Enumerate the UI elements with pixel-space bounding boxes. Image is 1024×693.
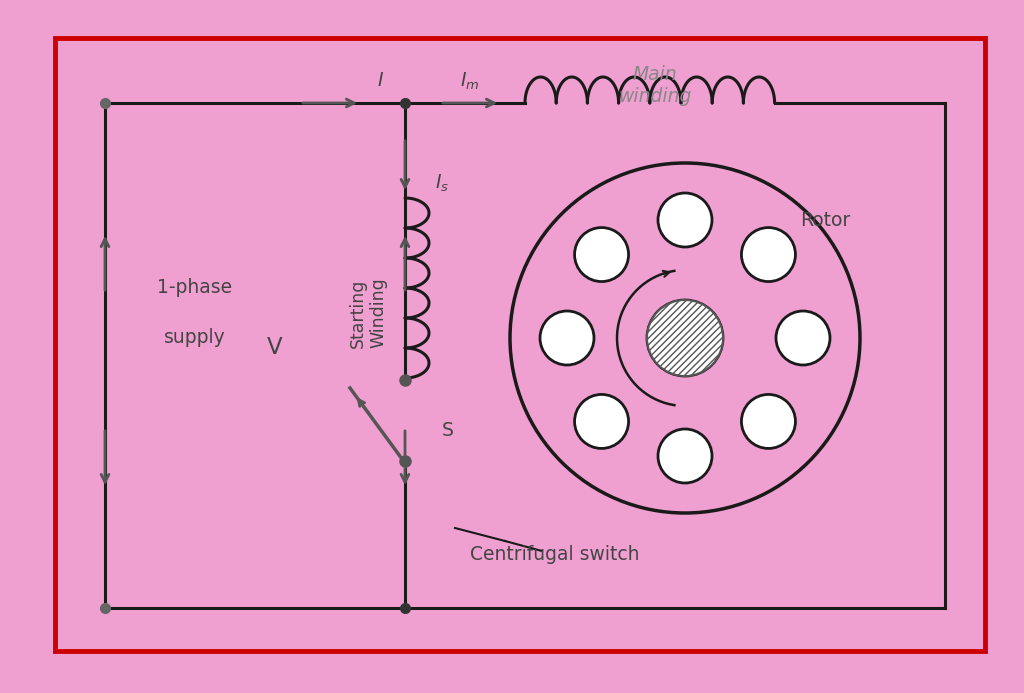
Text: supply: supply xyxy=(164,328,226,347)
Text: I: I xyxy=(377,71,383,91)
Text: $I_s$: $I_s$ xyxy=(435,173,450,193)
Circle shape xyxy=(510,163,860,513)
Circle shape xyxy=(574,394,629,448)
Circle shape xyxy=(540,311,594,365)
Circle shape xyxy=(776,311,830,365)
Circle shape xyxy=(741,394,796,448)
Text: Centrifugal switch: Centrifugal switch xyxy=(470,545,640,565)
Text: Winding: Winding xyxy=(369,278,387,349)
Circle shape xyxy=(658,193,712,247)
Circle shape xyxy=(647,300,723,376)
Text: Starting: Starting xyxy=(349,279,367,348)
Circle shape xyxy=(574,227,629,281)
Text: $I_m$: $I_m$ xyxy=(461,71,479,91)
Circle shape xyxy=(658,429,712,483)
Text: S: S xyxy=(442,421,454,441)
Circle shape xyxy=(647,300,723,376)
Circle shape xyxy=(741,227,796,281)
Bar xyxy=(55,38,985,651)
Text: V: V xyxy=(267,337,283,360)
Text: 1-phase: 1-phase xyxy=(158,279,232,297)
Text: Main
winding: Main winding xyxy=(618,65,691,106)
Text: Rotor: Rotor xyxy=(800,211,850,231)
